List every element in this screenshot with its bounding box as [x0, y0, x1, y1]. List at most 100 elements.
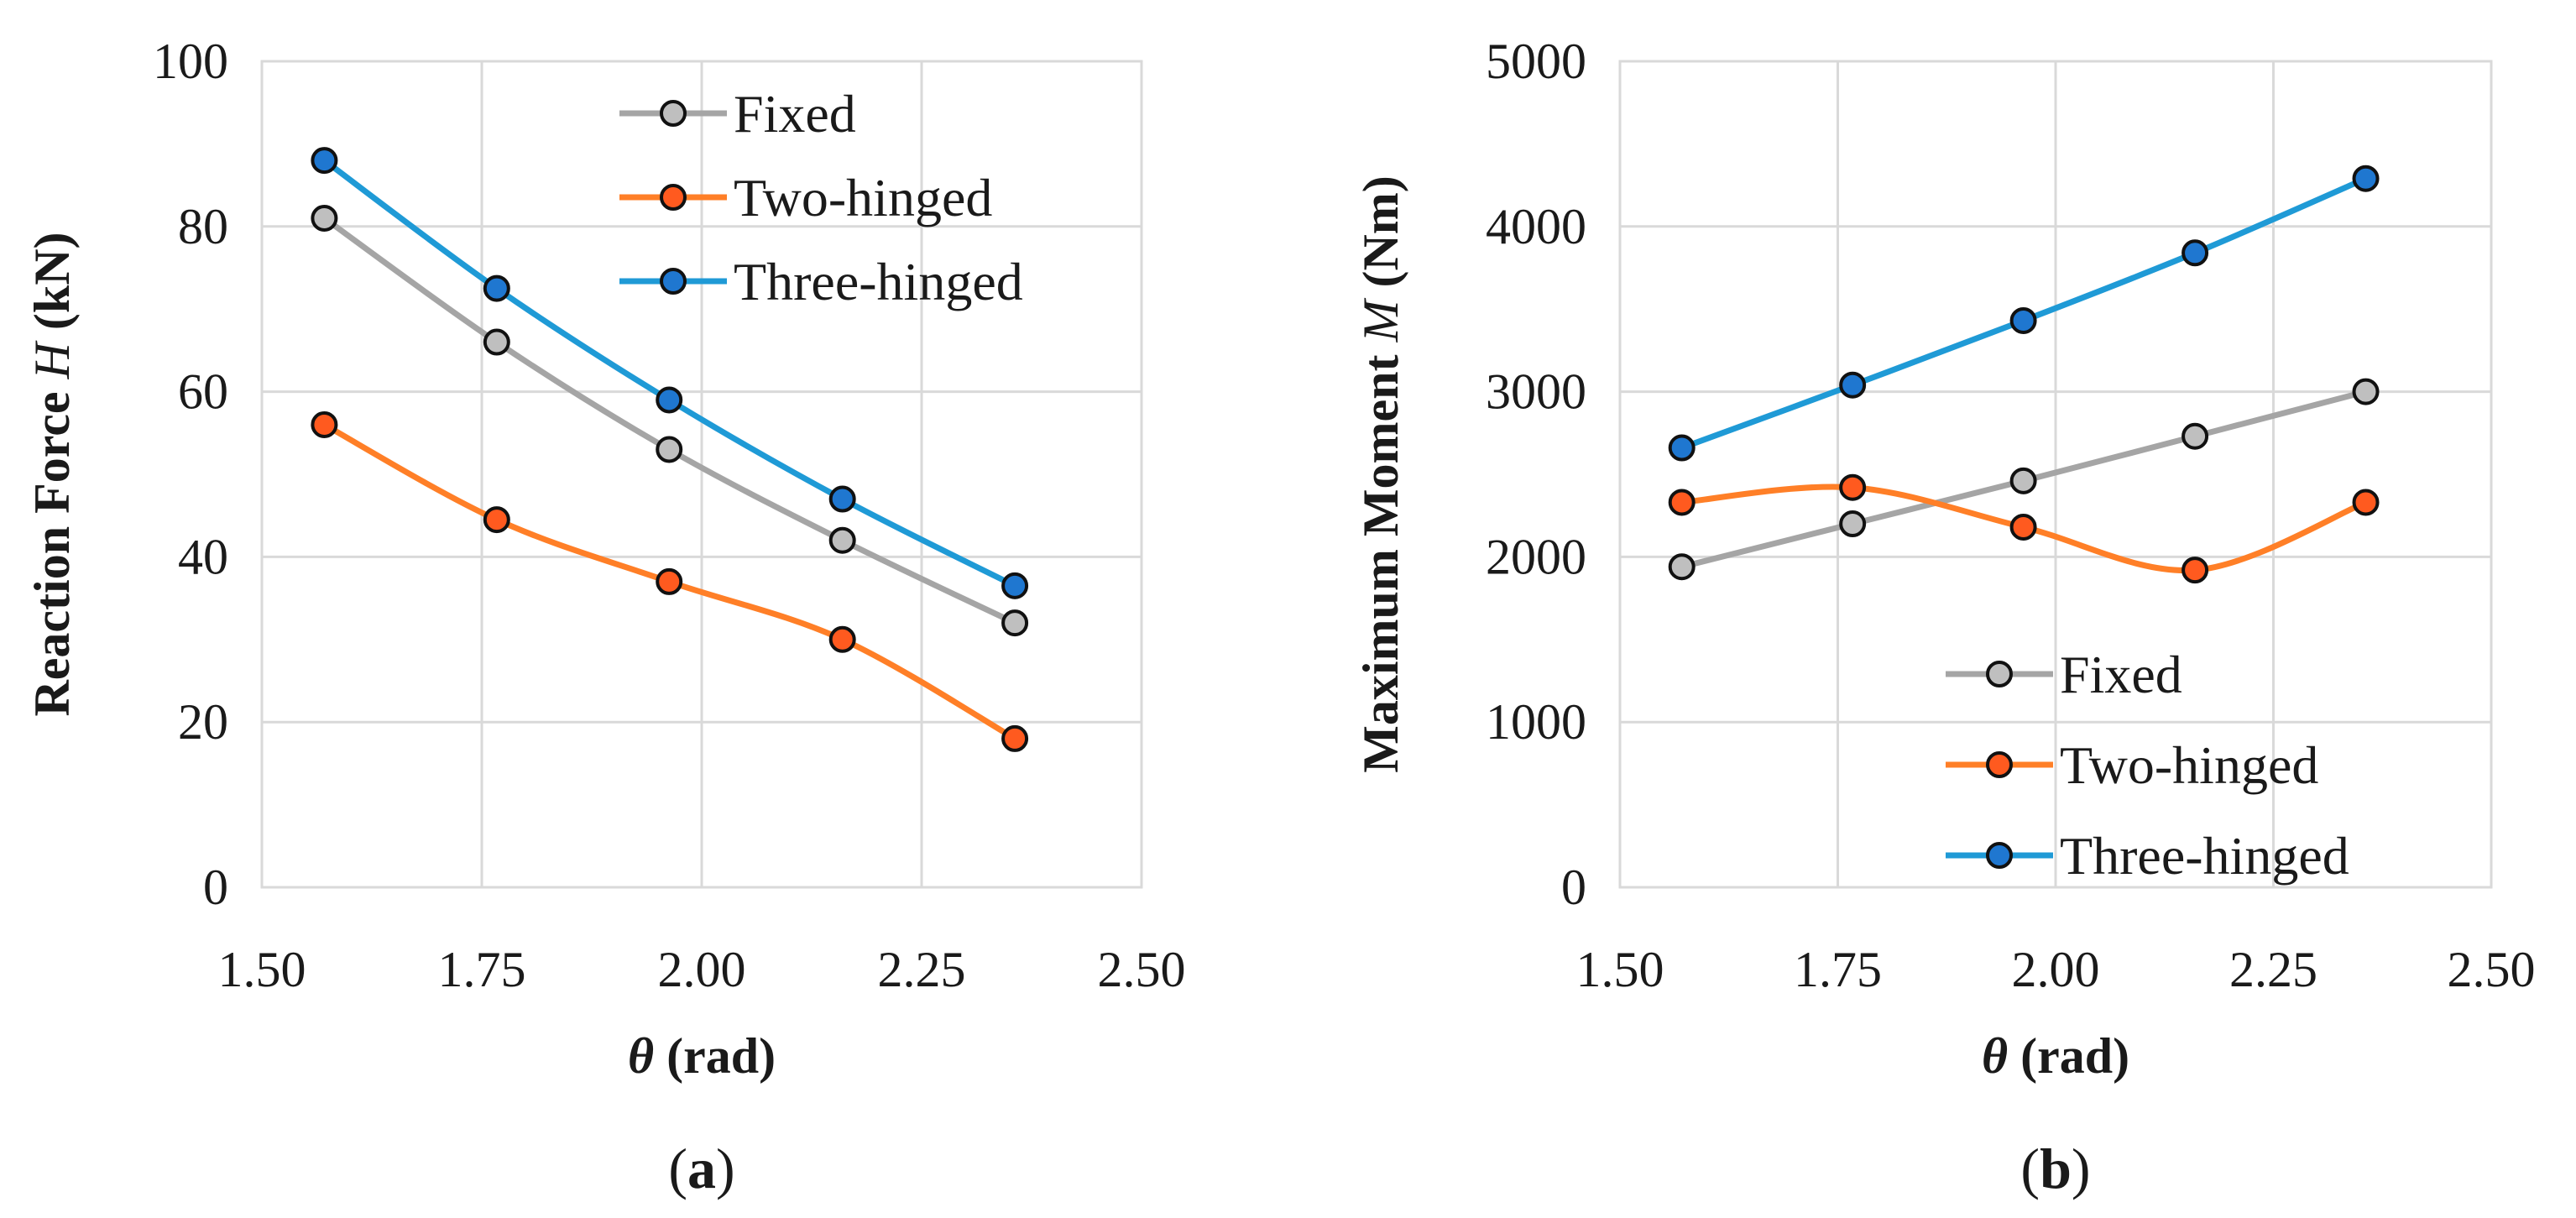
- legend-marker: [660, 184, 687, 211]
- panel-label-letter: b: [2040, 1137, 2072, 1200]
- y-tick-label: 3000: [1486, 364, 1586, 420]
- chart-b: 0 1000 2000 3000 4000 5000 1.50 1.75 2.00 2.25 2.5…: [1353, 34, 2536, 1200]
- data-point-two_hinged: [1839, 473, 1867, 501]
- data-point-fixed: [483, 328, 510, 356]
- data-point-three_hinged: [483, 274, 510, 302]
- legend-label: Fixed: [734, 84, 856, 144]
- data-point-fixed: [1839, 510, 1867, 538]
- x-tick-label: 1.75: [438, 942, 526, 997]
- markers-three_hinged: [311, 147, 1029, 599]
- legend-label: Three-hinged: [734, 252, 1023, 311]
- y-tick-label: 0: [1561, 860, 1586, 915]
- x-tick-label: 2.50: [2448, 942, 2536, 997]
- markers-fixed: [311, 204, 1029, 637]
- y-tick-label: 60: [178, 364, 228, 420]
- data-point-fixed: [2009, 467, 2037, 494]
- y-tick-label: 100: [153, 34, 228, 89]
- x-tick-labels: 1.50 1.75 2.00 2.25 2.50: [218, 942, 1186, 997]
- y-axis-title: Maximum Moment M (Nm): [1353, 175, 1408, 773]
- y-tick-label: 1000: [1486, 694, 1586, 750]
- gridlines: [1618, 60, 2493, 889]
- data-point-three_hinged: [311, 147, 338, 175]
- legend-item-three_hinged: Three-hinged: [1946, 826, 2349, 886]
- legend-label: Two-hinged: [734, 168, 992, 227]
- x-axis-title: θ (rad): [1982, 1028, 2129, 1084]
- y-tick-label: 2000: [1486, 529, 1586, 584]
- data-point-two_hinged: [2009, 513, 2037, 541]
- legend-item-fixed: Fixed: [619, 84, 856, 144]
- y-tick-labels: 0 1000 2000 3000 4000 5000: [1486, 34, 1586, 915]
- legend-label: Fixed: [2060, 645, 2182, 704]
- data-point-fixed: [2182, 422, 2209, 450]
- legend-marker: [1986, 661, 2013, 687]
- x-axis-title-symbol: θ: [628, 1028, 654, 1084]
- gridlines: [260, 60, 1143, 889]
- plot-frame: [1618, 60, 2493, 889]
- legend-item-three_hinged: Three-hinged: [619, 252, 1023, 311]
- markers-two_hinged: [311, 410, 1029, 752]
- data-point-three_hinged: [2352, 165, 2380, 192]
- markers-fixed: [1668, 378, 2380, 581]
- data-point-fixed: [311, 204, 338, 232]
- data-point-three_hinged: [2009, 306, 2037, 334]
- panel-label-close: ): [2072, 1137, 2091, 1200]
- panel-label-open: (: [668, 1137, 687, 1200]
- x-axis-title-unit: (rad): [2008, 1028, 2129, 1084]
- data-point-fixed: [1668, 553, 1696, 581]
- x-tick-label: 2.00: [2012, 942, 2100, 997]
- data-point-three_hinged: [828, 485, 856, 513]
- data-point-two_hinged: [1668, 489, 1696, 516]
- panel-label-open: (: [2020, 1137, 2040, 1200]
- data-point-three_hinged: [2182, 239, 2209, 267]
- panel-label: (b): [2020, 1137, 2090, 1200]
- x-tick-labels: 1.50 1.75 2.00 2.25 2.50: [1576, 942, 2536, 997]
- data-point-two_hinged: [311, 410, 338, 438]
- x-tick-label: 1.50: [1576, 942, 1664, 997]
- x-tick-label: 1.50: [218, 942, 306, 997]
- y-tick-label: 20: [178, 694, 228, 750]
- panel-label-close: ): [716, 1137, 735, 1200]
- data-point-fixed: [2352, 378, 2380, 405]
- data-point-two_hinged: [483, 506, 510, 534]
- x-tick-label: 2.25: [878, 942, 966, 997]
- data-point-two_hinged: [1001, 724, 1029, 752]
- markers-two_hinged: [1668, 473, 2380, 584]
- data-point-two_hinged: [2182, 557, 2209, 584]
- data-point-three_hinged: [1839, 371, 1867, 399]
- legend-label: Three-hinged: [2060, 826, 2349, 886]
- x-axis-title-symbol: θ: [1982, 1028, 2008, 1084]
- x-axis-title: θ (rad): [628, 1028, 776, 1084]
- x-tick-label: 2.50: [1098, 942, 1186, 997]
- plot-frame: [260, 60, 1143, 889]
- y-axis-title: Reaction Force H (kN): [24, 232, 80, 716]
- legend-marker: [660, 268, 687, 295]
- data-point-fixed: [656, 436, 683, 463]
- legend-marker: [1986, 842, 2013, 869]
- legend-marker: [660, 100, 687, 127]
- data-point-three_hinged: [1668, 434, 1696, 462]
- data-point-fixed: [1001, 609, 1029, 637]
- data-point-two_hinged: [2352, 489, 2380, 516]
- legend-label: Two-hinged: [2060, 735, 2318, 795]
- chart-a: 0 20 40 60 80 100 1.50 1.75 2.00 2.25 2.50 Reaction…: [24, 34, 1186, 1200]
- legend-item-two_hinged: Two-hinged: [1946, 735, 2318, 795]
- data-point-two_hinged: [828, 625, 856, 653]
- legend: Fixed Two-hinged Three-hinged: [619, 84, 1023, 311]
- y-tick-label: 4000: [1486, 199, 1586, 254]
- legend-item-two_hinged: Two-hinged: [619, 168, 992, 227]
- markers-three_hinged: [1668, 165, 2380, 462]
- y-axis-title-text: Maximum Moment: [1353, 342, 1408, 773]
- y-tick-label: 80: [178, 199, 228, 254]
- y-tick-labels: 0 20 40 60 80 100: [153, 34, 228, 915]
- y-axis-title-text: Reaction Force: [24, 379, 80, 716]
- data-point-three_hinged: [656, 386, 683, 414]
- y-tick-label: 40: [178, 529, 228, 584]
- x-tick-label: 1.75: [1794, 942, 1882, 997]
- legend-item-fixed: Fixed: [1946, 645, 2182, 704]
- x-tick-label: 2.00: [658, 942, 746, 997]
- data-point-fixed: [828, 526, 856, 554]
- x-axis-title-unit: (rad): [654, 1028, 776, 1084]
- panel-label-letter: a: [687, 1137, 716, 1200]
- y-tick-label: 5000: [1486, 34, 1586, 89]
- y-axis-title-symbol: H: [24, 339, 80, 379]
